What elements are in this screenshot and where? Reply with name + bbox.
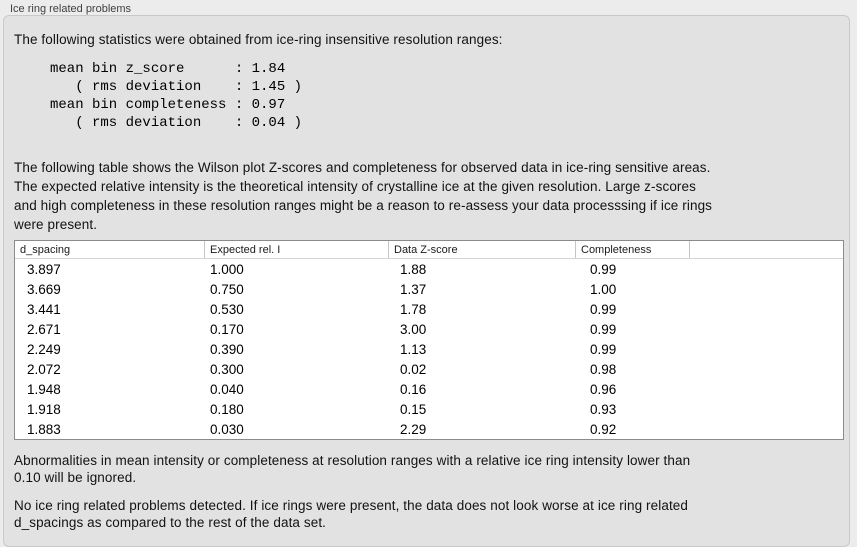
table-cell: 0.99 [590,301,617,317]
table-cell: 2.249 [27,341,61,357]
table-cell: 3.669 [27,281,61,297]
table-cell: 0.93 [590,401,617,417]
summary-stats-block: mean bin z_score : 1.84 ( rms deviation … [50,61,303,131]
table-body: 3.897 1.000 1.88 0.99 3.669 0.750 1.37 1.00 3.44… [15,259,843,439]
table-row[interactable]: 3.441 0.530 1.78 0.99 [15,299,843,319]
panel-title: Ice ring related problems [10,3,132,15]
table-cell: 0.99 [590,261,617,277]
table-cell: 0.96 [590,381,617,397]
ice-ring-table[interactable]: d_spacing Expected rel. I Data Z-score C… [14,240,844,440]
table-cell: 2.29 [400,421,427,437]
table-cell: 0.15 [400,401,427,417]
column-header-completeness[interactable]: Completeness [575,241,689,258]
table-cell: 3.441 [27,301,61,317]
table-cell: 0.99 [590,321,617,337]
table-cell: 2.671 [27,321,61,337]
table-cell: 0.530 [210,301,244,317]
column-header-data-z-score[interactable]: Data Z-score [388,241,575,258]
table-cell: 0.99 [590,341,617,357]
table-cell: 0.180 [210,401,244,417]
column-header-expected-rel-i[interactable]: Expected rel. I [204,241,388,258]
table-row[interactable]: 1.918 0.180 0.15 0.93 [15,399,843,419]
table-cell: 0.92 [590,421,617,437]
table-cell: 2.072 [27,361,61,377]
table-cell: 0.02 [400,361,427,377]
table-cell: 3.897 [27,261,61,277]
ice-ring-groupbox: The following statistics were obtained f… [3,15,850,547]
table-description: The following table shows the Wilson plo… [14,160,713,232]
table-cell: 1.00 [590,281,617,297]
table-cell: 0.040 [210,381,244,397]
table-cell: 1.918 [27,401,61,417]
table-row[interactable]: 2.671 0.170 3.00 0.99 [15,319,843,339]
table-cell: 1.000 [210,261,244,277]
table-cell: 1.78 [400,301,427,317]
table-row[interactable]: 2.249 0.390 1.13 0.99 [15,339,843,359]
table-cell: 1.37 [400,281,427,297]
table-cell: 0.300 [210,361,244,377]
note-abnormalities: Abnormalities in mean intensity or compl… [14,453,691,485]
table-cell: 0.170 [210,321,244,337]
table-cell: 1.883 [27,421,61,437]
table-cell: 1.948 [27,381,61,397]
table-cell: 0.16 [400,381,427,397]
table-row[interactable]: 1.883 0.030 2.29 0.92 [15,419,843,439]
table-cell: 1.13 [400,341,427,357]
column-header-d-spacing[interactable]: d_spacing [20,243,71,256]
table-header-row: d_spacing Expected rel. I Data Z-score C… [15,241,843,259]
intro-text: The following statistics were obtained f… [14,32,503,47]
table-cell: 1.88 [400,261,427,277]
table-row[interactable]: 3.669 0.750 1.37 1.00 [15,279,843,299]
table-cell: 0.98 [590,361,617,377]
table-row[interactable]: 2.072 0.300 0.02 0.98 [15,359,843,379]
table-cell: 0.390 [210,341,244,357]
table-cell: 3.00 [400,321,427,337]
table-cell: 0.030 [210,421,244,437]
table-row[interactable]: 3.897 1.000 1.88 0.99 [15,259,843,279]
column-header-empty[interactable] [689,241,843,258]
table-cell: 0.750 [210,281,244,297]
table-row[interactable]: 1.948 0.040 0.16 0.96 [15,379,843,399]
note-conclusion: No ice ring related problems detected. I… [14,498,689,530]
